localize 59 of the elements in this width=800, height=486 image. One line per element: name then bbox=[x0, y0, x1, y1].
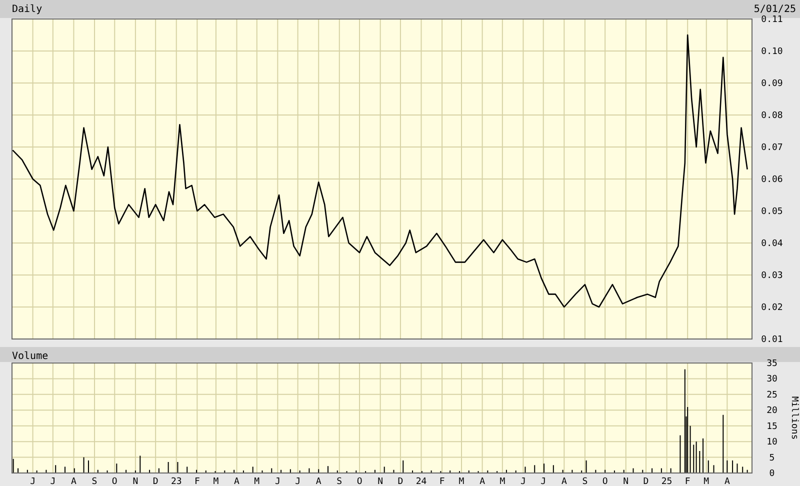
y-tick-label: 20 bbox=[766, 406, 778, 416]
x-tick-label: J bbox=[295, 477, 301, 486]
x-tick-label: 24 bbox=[416, 477, 427, 486]
x-tick-label: 23 bbox=[170, 477, 182, 486]
y-tick-label: 0.03 bbox=[761, 271, 783, 281]
y-tick-label: 0.11 bbox=[761, 15, 783, 25]
y-tick-label: 0.07 bbox=[761, 143, 783, 153]
x-tick-label: F bbox=[194, 477, 200, 486]
x-tick-label: J bbox=[50, 477, 56, 486]
x-tick-label: O bbox=[112, 477, 118, 486]
x-tick-label: J bbox=[520, 477, 526, 486]
x-tick-label: M bbox=[458, 477, 465, 486]
x-tick-label: F bbox=[439, 477, 445, 486]
x-tick-label: N bbox=[132, 477, 138, 486]
x-tick-label: A bbox=[724, 477, 730, 486]
x-tick-label: A bbox=[316, 477, 322, 486]
chart-title: Volume bbox=[12, 351, 48, 362]
y-tick-label: 30 bbox=[766, 374, 778, 385]
x-tick-label: A bbox=[480, 477, 486, 486]
y-tick-label: 25 bbox=[766, 390, 778, 400]
y-tick-label: 0.05 bbox=[761, 207, 783, 217]
y-tick-label: 0.04 bbox=[761, 239, 783, 249]
y-tick-label: 15 bbox=[766, 422, 778, 432]
x-tick-label: S bbox=[336, 477, 342, 486]
y-tick-label: 0.09 bbox=[761, 79, 783, 89]
x-tick-label: J bbox=[30, 477, 36, 486]
line-series bbox=[12, 34, 748, 308]
x-tick-label: N bbox=[623, 477, 629, 486]
x-tick-label: O bbox=[356, 477, 362, 486]
y-tick-label: 0.10 bbox=[761, 47, 783, 57]
x-tick-label: M bbox=[254, 477, 260, 486]
y-tick-label: 0.06 bbox=[761, 175, 783, 185]
x-tick-label: D bbox=[643, 477, 649, 486]
y-tick-label: 5 bbox=[769, 453, 775, 464]
y-tick-label: 0 bbox=[769, 469, 775, 479]
x-tick-label: D bbox=[398, 477, 404, 486]
y-tick-label: 10 bbox=[766, 438, 778, 448]
y-axis-title: Millions bbox=[789, 396, 799, 440]
x-tick-label: O bbox=[602, 477, 608, 486]
x-tick-label: M bbox=[704, 477, 710, 486]
x-tick-label: J bbox=[540, 477, 546, 486]
x-tick-label: J bbox=[274, 477, 280, 486]
x-tick-label: F bbox=[684, 477, 690, 486]
chart-title: Daily bbox=[12, 4, 42, 15]
y-tick-label: 0.02 bbox=[761, 303, 783, 313]
x-tick-label: S bbox=[92, 477, 98, 486]
x-tick-label: D bbox=[152, 477, 158, 486]
y-tick-label: 0.01 bbox=[761, 335, 783, 345]
x-tick-label: M bbox=[500, 477, 506, 486]
x-tick-label: S bbox=[582, 477, 588, 486]
x-tick-label: A bbox=[71, 477, 78, 486]
y-tick-label: 35 bbox=[766, 359, 778, 369]
text: 5/01/25 bbox=[754, 4, 796, 15]
x-tick-label: M bbox=[213, 477, 220, 486]
x-tick-label: A bbox=[234, 477, 240, 486]
x-tick-label: N bbox=[378, 477, 384, 486]
x-tick-label: A bbox=[561, 477, 568, 486]
y-tick-label: 0.08 bbox=[761, 111, 783, 121]
x-tick-label: 25 bbox=[661, 477, 672, 486]
